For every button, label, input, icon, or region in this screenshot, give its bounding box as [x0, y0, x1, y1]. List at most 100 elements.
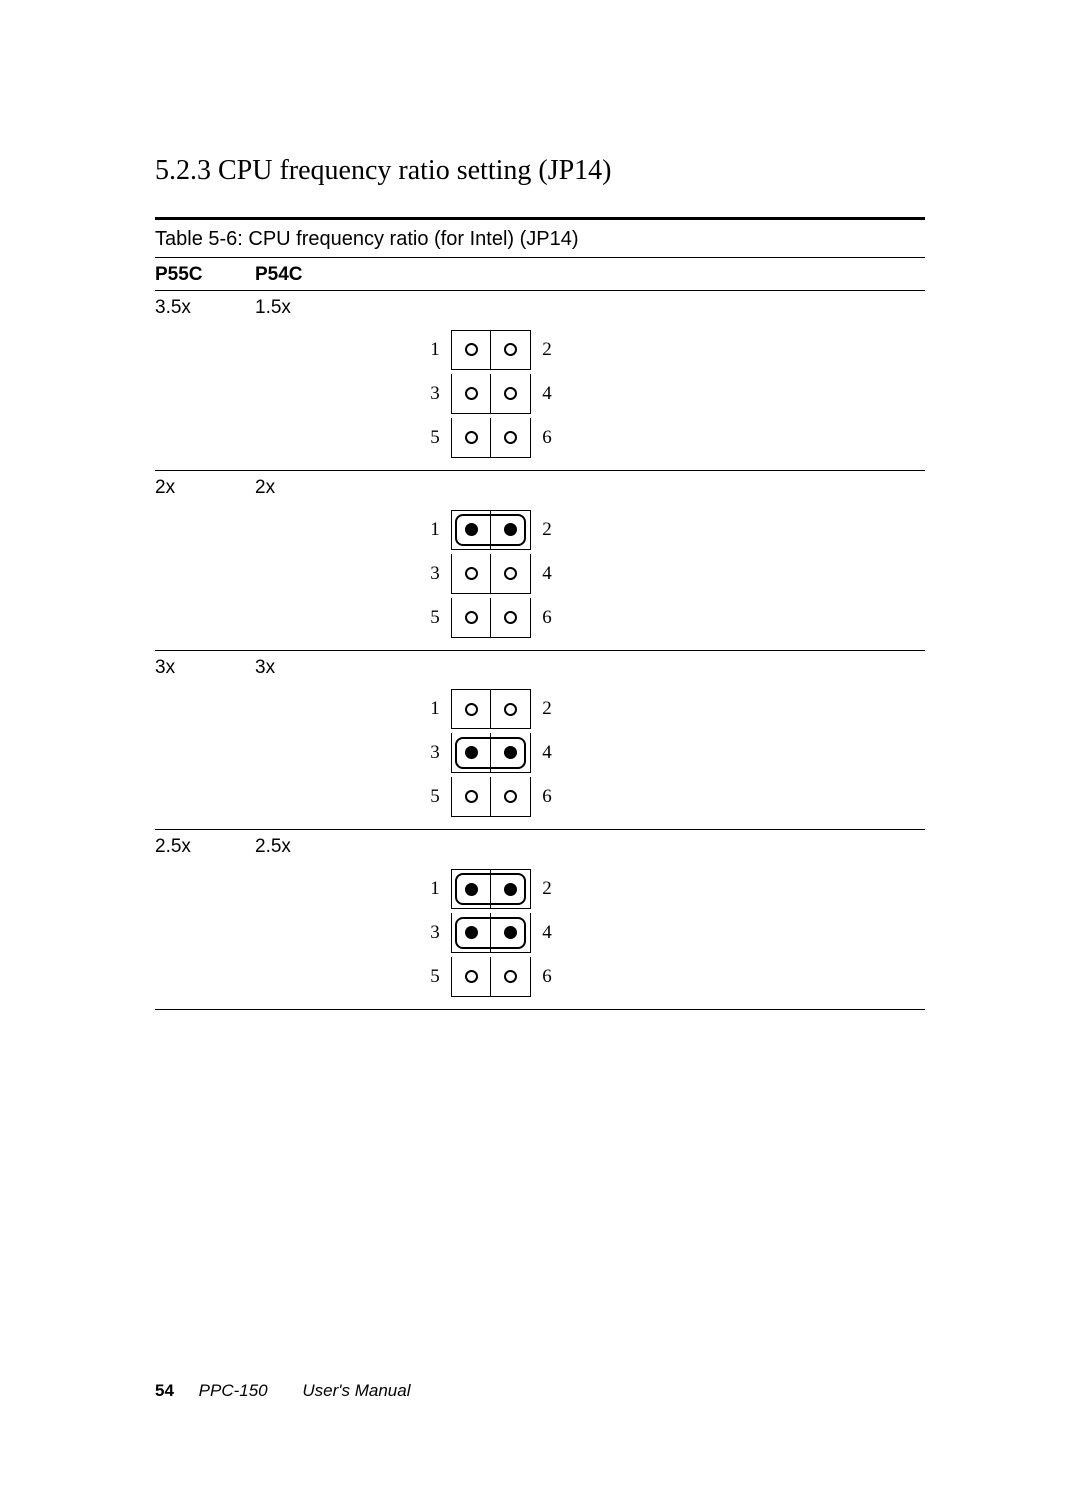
- pin-hole: [504, 926, 517, 939]
- pin-label: 4: [537, 922, 557, 944]
- jumper-cell: [451, 733, 491, 773]
- jumper-cell: [491, 913, 531, 953]
- cell-p54c: 1.5x: [255, 297, 355, 320]
- pin-label: 2: [537, 519, 557, 541]
- table-row: 3x3x 1 2 3 4 5 6: [155, 651, 925, 830]
- pin-hole: [465, 790, 478, 803]
- pin-hole: [465, 703, 478, 716]
- pin-hole: [504, 970, 517, 983]
- jumper-cell: [491, 554, 531, 594]
- pin-label: 1: [425, 519, 445, 541]
- section-title: 5.2.3 CPU frequency ratio setting (JP14): [155, 155, 925, 187]
- cell-p54c: 2.5x: [255, 836, 355, 859]
- pin-hole: [504, 343, 517, 356]
- table-row: 2x2x 1 2 3 4 5 6: [155, 471, 925, 650]
- pin-label: 4: [537, 742, 557, 764]
- pin-hole: [465, 431, 478, 444]
- pin-label: 5: [425, 427, 445, 449]
- pin-label: 2: [537, 698, 557, 720]
- pin-label: 2: [537, 878, 557, 900]
- cell-p55c: 2x: [155, 477, 255, 500]
- jumper-cell: [451, 598, 491, 638]
- table-row: 2.5x2.5x 1 2 3 4 5 6: [155, 830, 925, 1009]
- jumper-cell: [451, 777, 491, 817]
- jumper-diagram: 1 2 3 4 5 6: [155, 867, 925, 999]
- pin-label: 2: [537, 339, 557, 361]
- pin-label: 1: [425, 339, 445, 361]
- pin-label: 1: [425, 698, 445, 720]
- jumper-cell: [491, 510, 531, 550]
- pin-hole: [504, 703, 517, 716]
- pin-hole: [465, 611, 478, 624]
- row-values: 2.5x2.5x: [155, 836, 925, 859]
- pin-label: 5: [425, 966, 445, 988]
- table-title: Table 5-6: CPU frequency ratio (for Inte…: [155, 228, 925, 251]
- pin-hole: [504, 746, 517, 759]
- pin-label: 3: [425, 742, 445, 764]
- pin-label: 4: [537, 383, 557, 405]
- pin-hole: [504, 611, 517, 624]
- jumper-cell: [451, 374, 491, 414]
- cell-p55c: 2.5x: [155, 836, 255, 859]
- footer-manual: User's Manual: [302, 1381, 410, 1400]
- jumper-diagram: 1 2 3 4 5 6: [155, 687, 925, 819]
- pin-hole: [465, 523, 478, 536]
- jumper-cell: [451, 869, 491, 909]
- pin-label: 6: [537, 427, 557, 449]
- row-values: 3.5x1.5x: [155, 297, 925, 320]
- pin-label: 6: [537, 607, 557, 629]
- jumper-cell: [491, 689, 531, 729]
- pin-hole: [465, 746, 478, 759]
- cell-p55c: 3.5x: [155, 297, 255, 320]
- footer-model: PPC-150: [199, 1381, 268, 1400]
- jumper-cell: [451, 689, 491, 729]
- jumper-diagram: 123456: [155, 328, 925, 460]
- pin-label: 1: [425, 878, 445, 900]
- pin-hole: [504, 387, 517, 400]
- row-rule: [155, 1009, 925, 1010]
- table-row: 3.5x1.5x123456: [155, 291, 925, 470]
- jumper-cell: [491, 330, 531, 370]
- jumper-cell: [451, 418, 491, 458]
- pin-hole: [504, 523, 517, 536]
- jumper-cell: [451, 510, 491, 550]
- rule-top: [155, 217, 925, 220]
- row-values: 2x2x: [155, 477, 925, 500]
- table-header-row: P55C P54C: [155, 258, 925, 290]
- jumper-diagram: 1 2 3 4 5 6: [155, 508, 925, 640]
- rows-container: 3.5x1.5x1234562x2x1234563x3x1234562.5x2.…: [155, 291, 925, 1010]
- page-number: 54: [155, 1381, 174, 1400]
- cell-p55c: 3x: [155, 657, 255, 680]
- pin-hole: [465, 926, 478, 939]
- pin-label: 3: [425, 922, 445, 944]
- pin-hole: [465, 567, 478, 580]
- jumper-cell: [491, 869, 531, 909]
- pin-hole: [504, 790, 517, 803]
- pin-label: 6: [537, 966, 557, 988]
- jumper-cell: [451, 330, 491, 370]
- jumper-cell: [451, 913, 491, 953]
- pin-hole: [504, 883, 517, 896]
- jumper-cell: [491, 418, 531, 458]
- jumper-cell: [491, 957, 531, 997]
- cell-p54c: 3x: [255, 657, 355, 680]
- jumper-cell: [491, 374, 531, 414]
- jumper-cell: [491, 598, 531, 638]
- pin-hole: [504, 567, 517, 580]
- pin-hole: [465, 883, 478, 896]
- cell-p54c: 2x: [255, 477, 355, 500]
- jumper-cell: [451, 554, 491, 594]
- pin-label: 4: [537, 563, 557, 585]
- row-values: 3x3x: [155, 657, 925, 680]
- pin-hole: [465, 970, 478, 983]
- header-p54c: P54C: [255, 264, 355, 286]
- pin-hole: [504, 431, 517, 444]
- pin-label: 3: [425, 563, 445, 585]
- pin-hole: [465, 387, 478, 400]
- pin-label: 6: [537, 786, 557, 808]
- pin-label: 5: [425, 607, 445, 629]
- jumper-cell: [451, 957, 491, 997]
- header-p55c: P55C: [155, 264, 255, 286]
- pin-hole: [465, 343, 478, 356]
- pin-label: 5: [425, 786, 445, 808]
